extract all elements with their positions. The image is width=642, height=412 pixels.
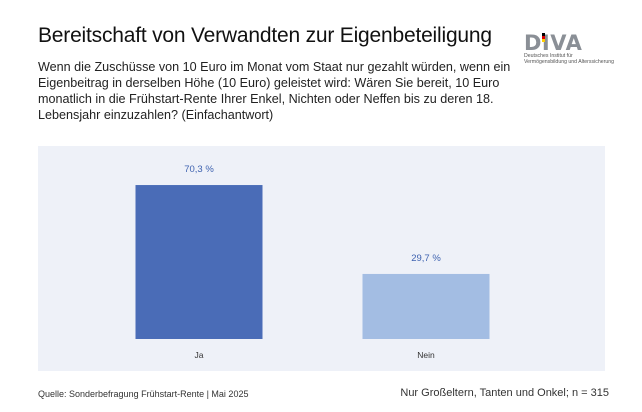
category-label-nein: Nein <box>417 350 435 360</box>
chart-title: Bereitschaft von Verwandten zur Eigenbet… <box>38 24 492 47</box>
chart-panel: 70,3 % Ja 29,7 % Nein <box>38 146 605 371</box>
diva-logo-mark: DIVA <box>524 31 583 55</box>
value-label-nein: 29,7 % <box>411 253 441 264</box>
value-label-ja: 70,3 % <box>184 164 214 175</box>
logo-line-2: Vermögensbildung und Alterssicherung <box>524 59 614 65</box>
bar-nein <box>362 273 490 339</box>
sample-note: Nur Großeltern, Tanten und Onkel; n = 31… <box>400 387 609 399</box>
logo-line-1: Deutsches Institut für <box>524 53 573 59</box>
source-note: Quelle: Sonderbefragung Frühstart-Rente … <box>38 389 249 399</box>
german-flag-icon <box>542 33 545 42</box>
category-label-ja: Ja <box>195 350 204 360</box>
bar-chart: 70,3 % Ja 29,7 % Nein <box>135 164 490 360</box>
chart-subtitle: Wenn die Zuschüsse von 10 Euro im Monat … <box>38 60 511 122</box>
bar-ja <box>135 185 263 339</box>
diva-logo: DIVA Deutsches Institut für Vermögensbil… <box>524 31 624 66</box>
